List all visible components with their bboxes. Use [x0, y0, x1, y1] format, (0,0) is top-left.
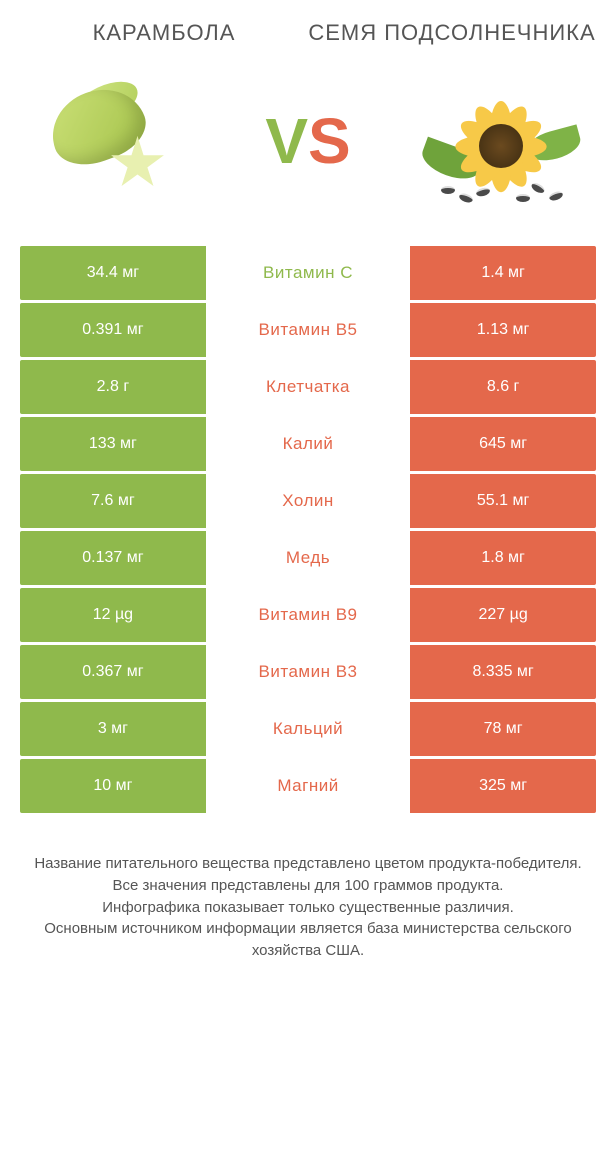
value-left: 133 мг: [20, 417, 206, 471]
nutrient-label: Медь: [206, 531, 410, 585]
nutrient-label: Калий: [206, 417, 410, 471]
footer-line: Все значения представлены для 100 граммо…: [30, 875, 586, 897]
table-row: 3 мгКальций78 мг: [20, 702, 596, 756]
nutrient-label: Витамин B5: [206, 303, 410, 357]
table-row: 12 µgВитамин B9227 µg: [20, 588, 596, 642]
vs-row: VS: [20, 76, 596, 206]
table-row: 0.137 мгМедь1.8 мг: [20, 531, 596, 585]
nutrient-label: Кальций: [206, 702, 410, 756]
footer-line: Инфографика показывает только существенн…: [30, 897, 586, 919]
value-left: 12 µg: [20, 588, 206, 642]
value-left: 34.4 мг: [20, 246, 206, 300]
food-image-left: [30, 76, 200, 206]
nutrient-label: Витамин B9: [206, 588, 410, 642]
nutrient-label: Витамин C: [206, 246, 410, 300]
value-left: 10 мг: [20, 759, 206, 813]
footer-line: Название питательного вещества представл…: [30, 853, 586, 875]
value-right: 55.1 мг: [410, 474, 596, 528]
starfruit-icon: [40, 81, 190, 201]
table-row: 7.6 мгХолин55.1 мг: [20, 474, 596, 528]
title-right: СЕМЯ ПОДСОЛНЕЧНИКА: [308, 20, 596, 45]
infographic-container: КАРАМБОЛА СЕМЯ ПОДСОЛНЕЧНИКА VS: [0, 0, 616, 992]
title-left: КАРАМБОЛА: [20, 20, 308, 46]
value-left: 0.367 мг: [20, 645, 206, 699]
value-right: 645 мг: [410, 417, 596, 471]
value-right: 8.335 мг: [410, 645, 596, 699]
food-image-right: [416, 76, 586, 206]
value-right: 78 мг: [410, 702, 596, 756]
comparison-table: 34.4 мгВитамин C1.4 мг0.391 мгВитамин B5…: [20, 246, 596, 813]
vs-s: S: [308, 104, 351, 178]
table-row: 10 мгМагний325 мг: [20, 759, 596, 813]
table-row: 0.367 мгВитамин B38.335 мг: [20, 645, 596, 699]
nutrient-label: Холин: [206, 474, 410, 528]
value-right: 1.13 мг: [410, 303, 596, 357]
header: КАРАМБОЛА СЕМЯ ПОДСОЛНЕЧНИКА: [20, 20, 596, 46]
value-right: 325 мг: [410, 759, 596, 813]
value-right: 8.6 г: [410, 360, 596, 414]
value-left: 3 мг: [20, 702, 206, 756]
table-row: 133 мгКалий645 мг: [20, 417, 596, 471]
sunflower-icon: [421, 76, 581, 206]
table-row: 2.8 гКлетчатка8.6 г: [20, 360, 596, 414]
value-right: 1.8 мг: [410, 531, 596, 585]
nutrient-label: Магний: [206, 759, 410, 813]
value-right: 227 µg: [410, 588, 596, 642]
value-left: 2.8 г: [20, 360, 206, 414]
footer-notes: Название питательного вещества представл…: [20, 853, 596, 962]
vs-v: V: [265, 104, 308, 178]
value-left: 7.6 мг: [20, 474, 206, 528]
table-row: 0.391 мгВитамин B51.13 мг: [20, 303, 596, 357]
nutrient-label: Клетчатка: [206, 360, 410, 414]
value-left: 0.391 мг: [20, 303, 206, 357]
value-right: 1.4 мг: [410, 246, 596, 300]
value-left: 0.137 мг: [20, 531, 206, 585]
nutrient-label: Витамин B3: [206, 645, 410, 699]
vs-label: VS: [265, 104, 350, 178]
footer-line: Основным источником информации является …: [30, 918, 586, 962]
table-row: 34.4 мгВитамин C1.4 мг: [20, 246, 596, 300]
